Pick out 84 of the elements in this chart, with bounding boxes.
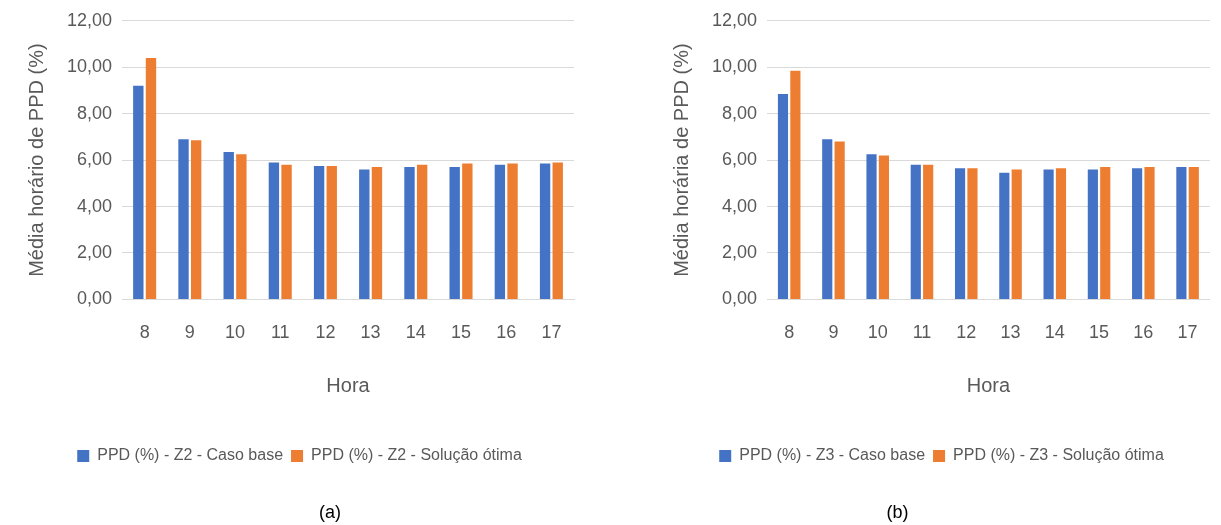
bar [552,162,563,299]
x-tick-label: 12 [956,322,977,343]
bar [878,155,889,299]
y-tick-label: 8,00 [77,102,113,123]
bar [1043,169,1054,299]
y-tick-label: 12,00 [712,9,758,30]
bar [790,70,801,299]
x-tick-label: 10 [225,322,246,343]
y-tick-label: 10,00 [712,56,758,77]
x-tick-label: 14 [405,322,426,343]
bar [133,85,144,299]
y-tick-label: 2,00 [722,241,758,262]
legend-label: PPD (%) - Z2 - Solução ótima [311,446,522,464]
bar [178,139,189,299]
bar [416,164,428,299]
bar [281,164,292,299]
legend-label: PPD (%) - Z3 - Caso base [739,446,926,464]
bar [326,165,337,299]
bar [268,162,280,299]
bar [834,141,845,299]
x-tick-label: 9 [828,322,839,343]
bar [371,167,383,299]
x-tick-label: 16 [1133,322,1154,343]
bar [954,168,966,299]
bar [539,163,551,299]
bar [1144,167,1155,299]
bar [822,139,833,299]
x-tick-label: 11 [912,322,932,343]
bar [1087,169,1098,299]
y-tick-label: 4,00 [722,195,758,216]
y-tick-label: 12,00 [67,9,113,30]
x-tick-label: 8 [784,322,795,343]
bar [236,154,247,299]
text: (a) [319,501,341,524]
x-tick-label: 15 [451,322,472,343]
bar [999,172,1010,299]
bar [223,151,234,299]
y-tick-label: 0,00 [722,288,758,309]
legend-label: PPD (%) - Z3 - Solução ótima [953,446,1164,464]
y-tick-label: 6,00 [722,149,758,170]
x-tick-label: 8 [139,322,150,343]
x-tick-label: 13 [360,322,381,343]
bar [866,154,877,299]
bar [1011,169,1022,299]
bar [1100,167,1111,299]
y-tick-label: 0,00 [77,288,113,309]
y-tick-label: 6,00 [77,149,113,170]
bar [1176,167,1187,299]
x-tick-label: 15 [1089,322,1110,343]
bar [462,163,473,299]
x-tick-label: 9 [184,322,195,343]
bar [404,167,415,299]
x-tick-label: 13 [1000,322,1021,343]
y-axis-title: Média horário de PPD (%) [24,43,47,277]
bar [1055,168,1067,299]
x-tick-label: 10 [867,322,888,343]
bar [777,93,789,299]
bar [910,164,921,299]
bar [494,164,506,299]
legend-label: PPD (%) - Z2 - Caso base [97,446,284,464]
x-tick-label: 16 [496,322,517,343]
bar [449,167,460,299]
y-tick-label: 10,00 [67,56,113,77]
x-tick-label: 17 [541,322,562,343]
bar [507,163,518,299]
x-tick-label: 12 [315,322,336,343]
bar [1132,168,1143,299]
y-tick-label: 8,00 [722,102,758,123]
y-tick-label: 2,00 [77,241,113,262]
x-axis-title: Hora [326,373,371,396]
x-tick-label: 17 [1177,322,1198,343]
bar [359,169,370,299]
bar [190,140,202,299]
text: (b) [886,501,909,524]
bar [313,165,325,299]
x-tick-label: 11 [270,322,290,343]
y-tick-label: 4,00 [77,195,113,216]
x-axis-title: Hora [966,373,1011,396]
y-axis-title: Média horária de PPD (%) [669,43,692,277]
bar [145,57,157,299]
bar [967,168,978,299]
x-tick-label: 14 [1044,322,1065,343]
bar [1188,167,1199,299]
bar [923,164,934,299]
